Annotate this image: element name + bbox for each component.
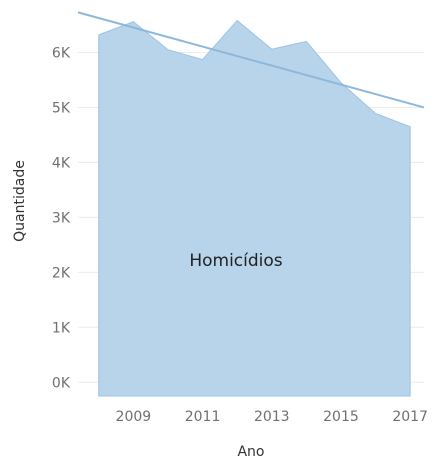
y-tick-label: 6K — [52, 45, 71, 61]
x-axis-ticks: 2009 2011 2013 2015 2017 — [116, 409, 428, 425]
trend-line — [77, 11, 425, 109]
y-axis-title: Quantidade — [12, 160, 28, 242]
y-tick-label: 5K — [52, 100, 71, 116]
x-tick-label: 2009 — [116, 409, 152, 425]
x-tick-label: 2017 — [392, 409, 428, 425]
y-tick-label: 1K — [52, 320, 71, 336]
y-tick-label: 4K — [52, 155, 71, 171]
area-series-label: Homicídios — [189, 251, 282, 271]
y-axis-ticks: 0K 1K 2K 3K 4K 5K 6K — [52, 45, 71, 391]
x-tick-label: 2011 — [185, 409, 221, 425]
y-tick-label: 2K — [52, 265, 71, 281]
y-tick-label: 3K — [52, 210, 71, 226]
x-tick-label: 2015 — [323, 409, 359, 425]
homicidios-area[interactable] — [98, 19, 411, 397]
x-axis-title: Ano — [237, 444, 264, 460]
y-tick-label: 0K — [52, 375, 71, 391]
x-tick-label: 2013 — [254, 409, 290, 425]
